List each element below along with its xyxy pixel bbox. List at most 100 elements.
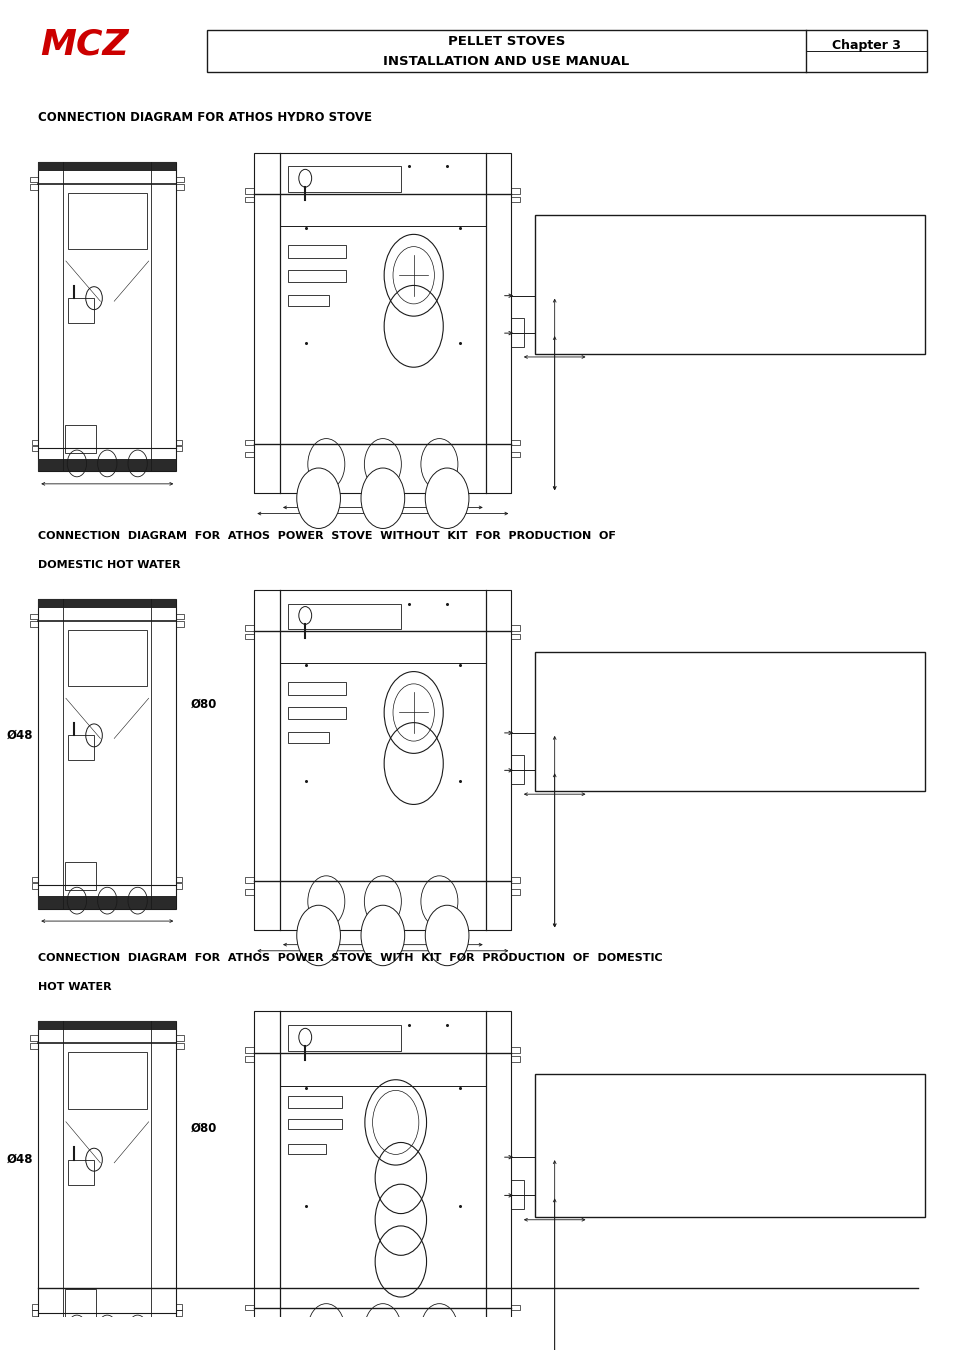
Bar: [38, 599, 176, 909]
Text: Ø80: Ø80: [191, 698, 216, 711]
Bar: [68, 193, 147, 248]
Bar: [254, 1308, 511, 1350]
Bar: [38, 459, 176, 471]
Text: Ø48: Ø48: [7, 1153, 33, 1166]
Bar: [254, 444, 511, 493]
Bar: [288, 270, 346, 282]
Bar: [245, 1316, 254, 1322]
Circle shape: [296, 468, 340, 528]
Bar: [288, 1119, 341, 1130]
Bar: [288, 682, 346, 695]
Bar: [511, 317, 523, 347]
Bar: [38, 1021, 176, 1336]
Circle shape: [425, 906, 469, 965]
Bar: [30, 1035, 38, 1041]
Bar: [68, 630, 147, 686]
Text: CONNECTION DIAGRAM FOR ATHOS HYDRO STOVE: CONNECTION DIAGRAM FOR ATHOS HYDRO STOVE: [38, 111, 372, 124]
Bar: [32, 1311, 38, 1316]
Bar: [65, 863, 95, 890]
Bar: [254, 882, 511, 930]
Bar: [288, 1025, 401, 1052]
Bar: [245, 440, 254, 446]
Bar: [30, 614, 38, 620]
Bar: [511, 440, 519, 446]
Bar: [30, 1044, 38, 1049]
Bar: [176, 1035, 184, 1041]
Bar: [288, 707, 346, 720]
Bar: [245, 634, 254, 640]
Bar: [176, 1044, 184, 1049]
Text: Ø48: Ø48: [7, 729, 33, 742]
Bar: [176, 883, 182, 888]
Bar: [535, 215, 924, 354]
Bar: [245, 452, 254, 458]
Bar: [176, 446, 182, 451]
Bar: [176, 184, 184, 190]
Bar: [245, 188, 254, 193]
Bar: [30, 621, 38, 626]
Bar: [288, 1143, 325, 1154]
Text: CONNECTION  DIAGRAM  FOR  ATHOS  POWER  STOVE  WITH  KIT  FOR  PRODUCTION  OF  D: CONNECTION DIAGRAM FOR ATHOS POWER STOVE…: [38, 953, 662, 964]
Bar: [65, 1289, 95, 1318]
Bar: [511, 1304, 519, 1310]
Bar: [32, 876, 38, 883]
Bar: [511, 1056, 519, 1061]
Text: Chapter 3: Chapter 3: [832, 39, 901, 51]
Bar: [68, 298, 94, 323]
Bar: [511, 1180, 523, 1210]
Bar: [32, 446, 38, 451]
Bar: [176, 621, 184, 626]
Bar: [38, 1324, 176, 1336]
Bar: [535, 1075, 924, 1216]
Text: MCZ: MCZ: [40, 28, 129, 62]
Bar: [176, 614, 184, 620]
Bar: [176, 1311, 182, 1316]
Bar: [511, 1048, 519, 1053]
Bar: [511, 625, 519, 630]
Bar: [245, 1304, 254, 1310]
Text: CONNECTION  DIAGRAM  FOR  ATHOS  POWER  STOVE  WITHOUT  KIT  FOR  PRODUCTION  OF: CONNECTION DIAGRAM FOR ATHOS POWER STOVE…: [38, 531, 616, 541]
Bar: [32, 440, 38, 446]
Bar: [511, 878, 519, 883]
Bar: [38, 599, 176, 609]
Bar: [511, 197, 519, 202]
Bar: [288, 166, 401, 192]
Bar: [245, 878, 254, 883]
Bar: [288, 296, 328, 306]
Bar: [288, 603, 401, 629]
Bar: [38, 162, 176, 171]
Circle shape: [296, 906, 340, 965]
Bar: [207, 30, 926, 73]
Bar: [38, 162, 176, 471]
Bar: [38, 1021, 176, 1030]
Bar: [511, 755, 523, 784]
Bar: [176, 177, 184, 182]
Bar: [254, 1011, 511, 1350]
Bar: [511, 188, 519, 193]
Bar: [65, 425, 95, 452]
Bar: [30, 177, 38, 182]
Circle shape: [425, 1334, 469, 1350]
Bar: [254, 590, 511, 930]
Bar: [535, 652, 924, 791]
Bar: [511, 634, 519, 640]
Bar: [245, 1056, 254, 1061]
Bar: [30, 184, 38, 190]
Bar: [176, 440, 182, 446]
Bar: [32, 883, 38, 888]
Bar: [288, 732, 328, 742]
Text: HOT WATER: HOT WATER: [38, 983, 112, 992]
Text: Ø80: Ø80: [191, 1122, 216, 1134]
Bar: [176, 876, 182, 883]
Circle shape: [360, 906, 404, 965]
Bar: [68, 1052, 147, 1110]
Bar: [288, 244, 346, 258]
Circle shape: [296, 1334, 340, 1350]
Bar: [245, 625, 254, 630]
Bar: [245, 890, 254, 895]
Bar: [288, 1096, 341, 1108]
Bar: [511, 890, 519, 895]
Bar: [245, 1048, 254, 1053]
Text: INSTALLATION AND USE MANUAL: INSTALLATION AND USE MANUAL: [383, 54, 629, 68]
Bar: [38, 896, 176, 909]
